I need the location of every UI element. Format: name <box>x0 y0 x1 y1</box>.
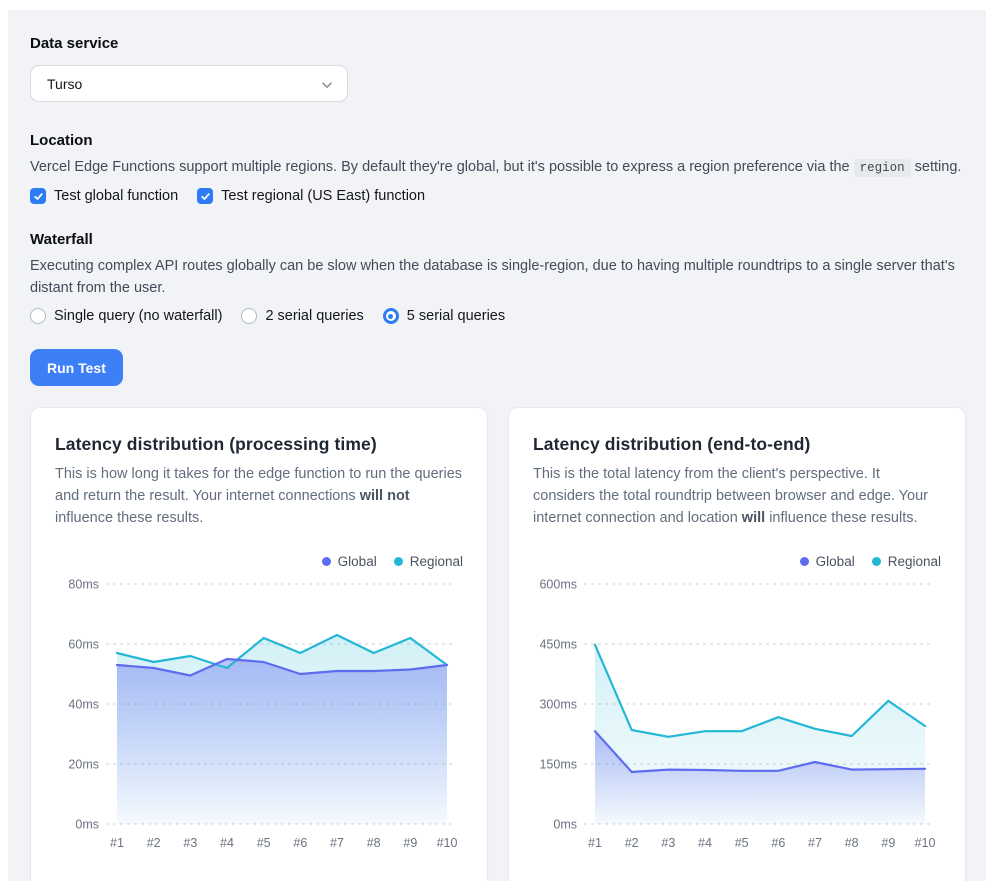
radio-2-serial-queries[interactable]: 2 serial queries <box>241 308 363 324</box>
waterfall-description: Executing complex API routes globally ca… <box>30 255 965 299</box>
data-service-selected-value: Turso <box>47 76 82 92</box>
location-heading: Location <box>30 132 965 149</box>
y-axis-tick-label: 300ms <box>539 698 577 712</box>
latency-end-to-end-chart: 0ms 150ms 300ms 450ms 600ms #1 #2 #3 #4 #5 #6 #7 #8 #… <box>533 572 942 864</box>
legend-dot-icon <box>872 557 881 566</box>
radio-unselected-icon <box>30 308 46 324</box>
x-axis-tick-label: #4 <box>220 836 234 850</box>
legend-label: Regional <box>410 554 463 569</box>
legend-dot-icon <box>800 557 809 566</box>
x-axis-tick-label: #2 <box>625 836 639 850</box>
checkbox-label: Test global function <box>54 188 178 204</box>
checkbox-label: Test regional (US East) function <box>221 188 425 204</box>
chart-description: This is the total latency from the clien… <box>533 463 941 529</box>
y-axis-tick-label: 20ms <box>68 758 99 772</box>
y-axis-tick-label: 600ms <box>539 578 577 592</box>
x-axis-tick-label: #10 <box>915 836 936 850</box>
y-axis-tick-label: 80ms <box>68 578 99 592</box>
legend-label: Regional <box>888 554 941 569</box>
y-axis-tick-label: 0ms <box>553 818 577 832</box>
location-description: Vercel Edge Functions support multiple r… <box>30 156 965 179</box>
x-axis-tick-label: #7 <box>808 836 822 850</box>
location-checkbox-group: Test global function Test regional (US Ea… <box>30 188 965 204</box>
chart-title: Latency distribution (processing time) <box>55 434 463 455</box>
x-axis-tick-label: #5 <box>735 836 749 850</box>
x-axis-tick-label: #3 <box>661 836 675 850</box>
chart-legend: Global Regional <box>533 552 941 570</box>
x-axis-tick-label: #6 <box>293 836 307 850</box>
legend-label: Global <box>816 554 855 569</box>
x-axis-tick-label: #5 <box>257 836 271 850</box>
radio-label: Single query (no waterfall) <box>54 308 222 324</box>
legend-dot-icon <box>394 557 403 566</box>
radio-unselected-icon <box>241 308 257 324</box>
legend-item-global: Global <box>800 554 855 569</box>
main-panel: Data service Turso Location Vercel Edge … <box>8 10 986 881</box>
y-axis-tick-label: 150ms <box>539 758 577 772</box>
chart-cards-row: Latency distribution (processing time) T… <box>30 407 965 881</box>
checkbox-checked-icon <box>197 188 213 204</box>
radio-5-serial-queries[interactable]: 5 serial queries <box>383 308 505 324</box>
legend-item-global: Global <box>322 554 377 569</box>
x-axis-tick-label: #7 <box>330 836 344 850</box>
chart-description: This is how long it takes for the edge f… <box>55 463 463 529</box>
radio-label: 5 serial queries <box>407 308 505 324</box>
radio-single-query-no-waterfall-[interactable]: Single query (no waterfall) <box>30 308 222 324</box>
x-axis-tick-label: #4 <box>698 836 712 850</box>
legend-item-regional: Regional <box>872 554 941 569</box>
waterfall-heading: Waterfall <box>30 231 965 248</box>
checkbox-test-regional-us-east-function[interactable]: Test regional (US East) function <box>197 188 425 204</box>
run-test-button[interactable]: Run Test <box>30 349 123 386</box>
global-area <box>117 659 447 824</box>
latency-processing-chart: 0ms 20ms 40ms 60ms 80ms #1 #2 #3 #4 #5 #6 #7 #8 #9 #10 <box>55 572 464 864</box>
chart-title: Latency distribution (end-to-end) <box>533 434 941 455</box>
chart-card-processing-time: Latency distribution (processing time) T… <box>30 407 488 881</box>
data-service-heading: Data service <box>30 35 965 52</box>
chart-card-end-to-end: Latency distribution (end-to-end) This i… <box>508 407 966 881</box>
x-axis-tick-label: #1 <box>588 836 602 850</box>
x-axis-tick-label: #6 <box>771 836 785 850</box>
waterfall-radio-group: Single query (no waterfall) 2 serial quer… <box>30 308 965 324</box>
y-axis-tick-label: 0ms <box>75 818 99 832</box>
x-axis-tick-label: #8 <box>367 836 381 850</box>
x-axis-tick-label: #3 <box>183 836 197 850</box>
radio-selected-icon <box>383 308 399 324</box>
legend-item-regional: Regional <box>394 554 463 569</box>
y-axis-tick-label: 450ms <box>539 638 577 652</box>
x-axis-tick-label: #8 <box>845 836 859 850</box>
x-axis-tick-label: #9 <box>403 836 417 850</box>
chevron-down-icon <box>321 78 333 90</box>
checkbox-checked-icon <box>30 188 46 204</box>
chart-legend: Global Regional <box>55 552 463 570</box>
checkbox-test-global-function[interactable]: Test global function <box>30 188 178 204</box>
y-axis-tick-label: 60ms <box>68 638 99 652</box>
legend-dot-icon <box>322 557 331 566</box>
x-axis-tick-label: #2 <box>147 836 161 850</box>
legend-label: Global <box>338 554 377 569</box>
x-axis-tick-label: #1 <box>110 836 124 850</box>
y-axis-tick-label: 40ms <box>68 698 99 712</box>
data-service-select[interactable]: Turso <box>30 65 348 102</box>
radio-label: 2 serial queries <box>265 308 363 324</box>
x-axis-tick-label: #9 <box>881 836 895 850</box>
x-axis-tick-label: #10 <box>437 836 458 850</box>
